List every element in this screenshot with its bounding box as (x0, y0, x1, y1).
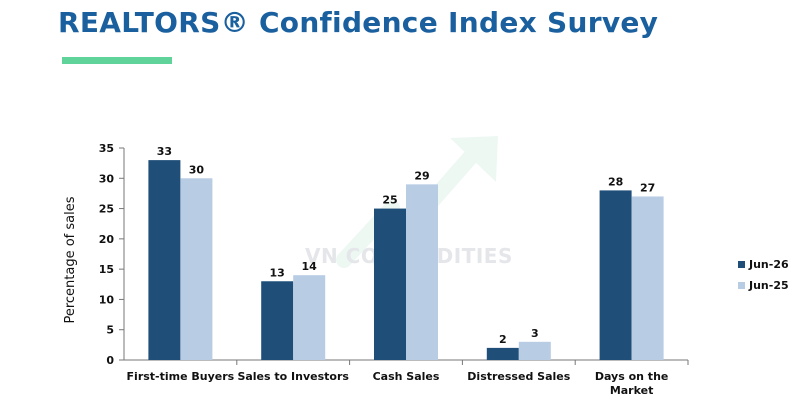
x-category-label: Sales to Investors (237, 370, 349, 383)
legend-label: Jun-26 (749, 258, 789, 271)
y-tick-label: 5 (106, 324, 114, 337)
x-category-label: First-time Buyers (127, 370, 235, 383)
y-axis-label: Percentage of sales (63, 196, 78, 323)
legend-item-jun-26: Jun-26 (738, 254, 789, 275)
bar-jun-25-1 (293, 275, 326, 360)
bar-jun-25-2 (406, 184, 438, 360)
y-tick-label: 20 (99, 233, 115, 246)
x-category-label-line: Market (610, 384, 654, 397)
bar-jun-25-4 (631, 196, 664, 360)
bar-jun-26-1 (261, 281, 294, 360)
legend-item-jun-25: Jun-25 (738, 275, 789, 296)
bar-jun-26-2 (374, 208, 406, 360)
data-label: 2 (499, 333, 507, 346)
title-accent-rule (62, 57, 172, 64)
y-tick-label: 10 (99, 293, 115, 306)
data-label: 25 (382, 194, 397, 207)
y-tick-label: 35 (99, 142, 114, 155)
legend-label: Jun-25 (749, 279, 789, 292)
legend-swatch (738, 282, 745, 289)
bar-jun-25-3 (518, 341, 551, 360)
x-category-label: Distressed Sales (467, 370, 570, 383)
data-label: 3 (531, 327, 539, 340)
x-category-label: Cash Sales (373, 370, 440, 383)
bar-jun-26-3 (486, 347, 519, 360)
data-label: 33 (157, 145, 172, 158)
x-category-label-line: Days on the (595, 370, 669, 383)
data-label: 27 (640, 181, 655, 194)
y-tick-label: 30 (99, 172, 115, 185)
data-label: 30 (189, 163, 205, 176)
legend-swatch (738, 261, 745, 268)
y-tick-label: 15 (99, 263, 114, 276)
y-tick-label: 0 (106, 354, 114, 367)
y-tick-label: 25 (99, 203, 114, 216)
chart-legend: Jun-26 Jun-25 (738, 254, 789, 296)
data-label: 28 (608, 175, 623, 188)
data-label: 29 (414, 169, 429, 182)
bar-jun-25-0 (180, 178, 213, 360)
bar-jun-26-4 (599, 190, 632, 360)
x-category-label: Days on the Market (595, 370, 669, 397)
page-title: REALTORS® Confidence Index Survey (58, 6, 659, 39)
bar-jun-26-0 (148, 160, 181, 360)
data-label: 14 (302, 260, 318, 273)
data-label: 13 (270, 266, 285, 279)
